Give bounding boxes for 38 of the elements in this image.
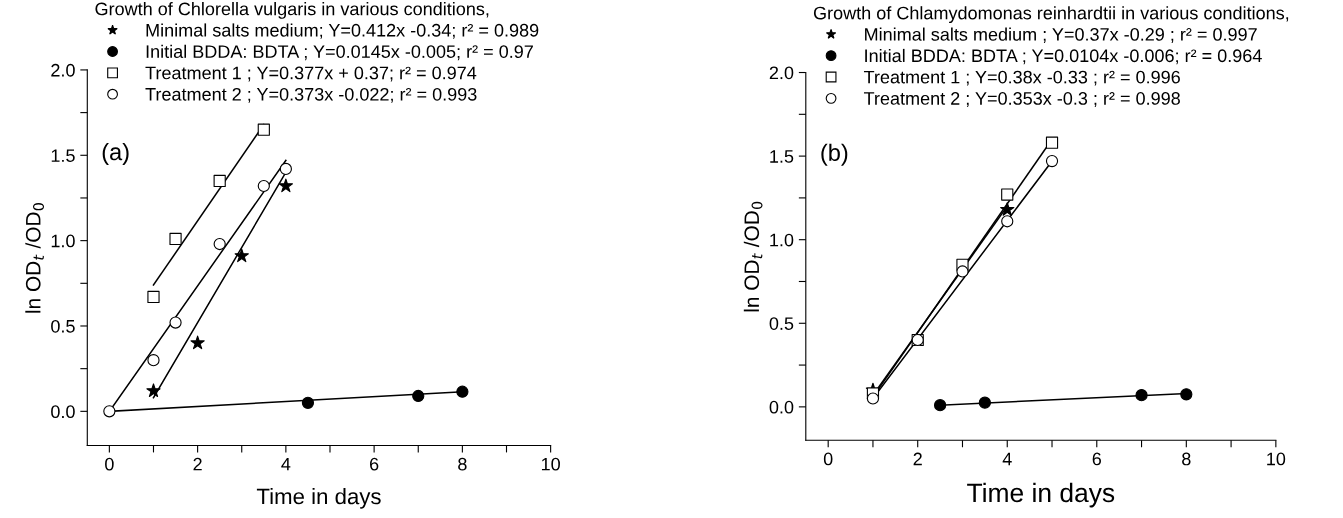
legend-label: Initial BDDA: BDTA ; Y=0.0104x -0.006; r² = 0.964	[865, 48, 1262, 65]
y-axis-title: ln OD$_{t}$ /OD$_{0}$	[25, 202, 45, 313]
y-axis-title: ln OD$_{t}$ /OD$_{0}$	[743, 201, 763, 312]
legend-label: Treatment 2 ; Y=0.373x -0.022; r² = 0.993	[145, 87, 477, 103]
legend-label: Treatment 1 ; Y=0.38x -0.33 ; r² = 0.996	[863, 70, 1180, 86]
y-tick-label: 1.0	[51, 234, 75, 248]
x-tick-label: 4	[281, 457, 291, 471]
x-tick-label: 2	[193, 457, 202, 471]
x-tick-label: 0	[823, 452, 833, 466]
y-tick-label: 0.0	[51, 405, 75, 419]
x-tick-label: 10	[541, 457, 560, 471]
legend-title: Growth of Chlorella vulgaris in various conditions,	[95, 2, 489, 19]
x-tick-label: 8	[1182, 452, 1191, 466]
x-tick-label: 6	[370, 457, 379, 471]
x-tick-label: 10	[1267, 452, 1286, 466]
legend-label: Treatment 2 ; Y=0.353x -0.3 ; r² = 0.998	[863, 92, 1180, 107]
x-tick-label: 0	[105, 457, 114, 471]
legend-label: Initial BDDA: BDTA ; Y=0.0145x -0.005; r² = 0.97	[146, 44, 533, 61]
legend-title: Growth of Chlamydomonas reinhardtii in various conditions,	[813, 6, 1289, 24]
y-tick-label: 0.5	[51, 319, 75, 333]
x-axis-title: Time in days	[256, 488, 381, 509]
y-tick-label: 0.0	[769, 400, 794, 414]
x-tick-label: 2	[913, 452, 922, 466]
y-tick-label: 0.5	[769, 317, 794, 330]
x-tick-label: 4	[1002, 452, 1012, 466]
annotation: (a)	[102, 142, 129, 165]
x-tick-label: 6	[1092, 452, 1102, 466]
legend-label: Minimal salts medium; Y=0.412x -0.34; r² = 0.989	[146, 23, 539, 39]
y-tick-label: 1.5	[51, 149, 75, 162]
y-tick-label: 2.0	[769, 66, 794, 80]
legend-label: Treatment 1 ; Y=0.377x + 0.37; r² = 0.974	[145, 66, 477, 82]
legend-label: Minimal salts medium ; Y=0.37x -0.29 ; r² = 0.997	[865, 27, 1257, 43]
y-tick-label: 1.0	[770, 233, 794, 247]
y-tick-label: 1.5	[770, 150, 794, 163]
annotation: (b)	[821, 143, 848, 166]
x-axis-title: Time in days	[967, 482, 1115, 508]
y-tick-label: 2.0	[51, 63, 75, 77]
x-tick-label: 8	[458, 457, 467, 471]
